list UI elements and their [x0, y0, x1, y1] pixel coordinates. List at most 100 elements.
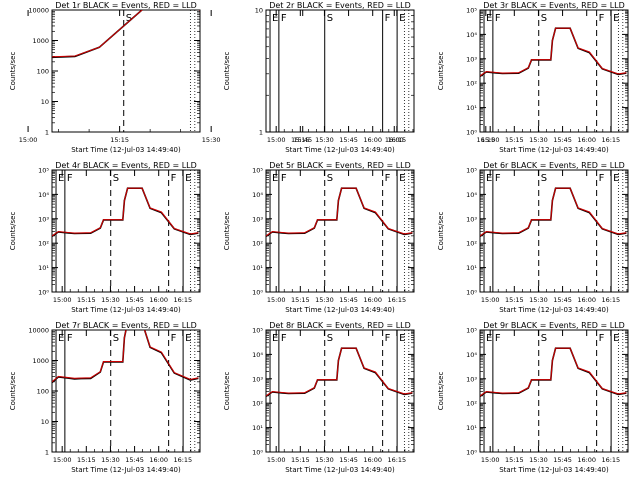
y-axis-label: Counts/sec: [437, 372, 445, 411]
marker-label: S: [327, 173, 333, 184]
plot-frame: [479, 9, 629, 133]
y-tick-label: 10⁴: [466, 31, 477, 39]
y-tick-label: 10⁰: [252, 449, 263, 457]
y-axis-label: Counts/sec: [437, 212, 445, 251]
marker-label: E: [272, 333, 278, 344]
y-tick-label: 1000: [32, 37, 49, 45]
x-tick-label: 15:30: [529, 296, 548, 304]
y-tick-label: 10⁴: [38, 191, 49, 199]
series-lld: [52, 10, 200, 58]
marker-label: F: [281, 333, 287, 344]
y-tick-label: 10⁵: [38, 167, 49, 175]
x-axis-label: Start Time (12-Jul-03 14:49:40): [71, 466, 181, 474]
x-tick-label: 16:15: [173, 456, 192, 464]
y-tick-label: 10¹: [38, 264, 49, 272]
marker-label: F: [217, 13, 223, 24]
x-tick-label: 15:45: [339, 136, 358, 144]
y-tick-label: 100: [37, 388, 49, 396]
x-tick-label: 15:00: [481, 296, 500, 304]
y-tick-label: 10³: [466, 375, 477, 383]
y-axis-label: Counts/sec: [9, 372, 17, 411]
x-tick-label: 16:00: [363, 136, 382, 144]
y-tick-label: 100: [37, 68, 49, 76]
chart-title: Det 8r BLACK = Events, RED = LLD: [269, 321, 411, 330]
x-tick-label: 16:15: [601, 296, 620, 304]
x-tick-label: 16:15: [387, 456, 406, 464]
marker-label: E: [58, 333, 64, 344]
x-tick-label: 15:15: [291, 136, 310, 144]
x-tick-label: 16:15: [601, 456, 620, 464]
x-tick-label: 16:00: [149, 296, 168, 304]
x-tick-label: 15:00: [481, 456, 500, 464]
plot-frame: [479, 329, 629, 453]
x-axis-label: Start Time (12-Jul-03 14:49:40): [499, 466, 609, 474]
chart-title: Det 1r BLACK = Events, RED = LLD: [55, 1, 197, 10]
x-tick-label: 16:00: [577, 136, 596, 144]
panel-7: Det 7r BLACK = Events, RED = LLD Counts/s…: [9, 321, 201, 474]
y-tick-label: 10¹: [252, 424, 263, 432]
series-lld: [52, 187, 199, 237]
x-tick-label: 16:00: [363, 456, 382, 464]
x-tick-label: 15:00: [19, 136, 38, 144]
y-tick-label: 10¹: [466, 264, 477, 272]
y-axis-label: Counts/sec: [9, 212, 17, 251]
x-axis-label: Start Time (12-Jul-03 14:49:40): [499, 146, 609, 154]
x-tick-label: 15:30: [315, 456, 334, 464]
y-tick-label: 10⁵: [466, 167, 477, 175]
x-tick-label: 15:00: [267, 296, 286, 304]
x-axis-label: Start Time (12-Jul-03 14:49:40): [71, 306, 181, 314]
marker-label: F: [495, 173, 501, 184]
x-tick-label: 15:30: [101, 456, 120, 464]
marker-label: F: [171, 173, 177, 184]
marker-label: E: [613, 333, 619, 344]
y-axis-label: Counts/sec: [223, 212, 231, 251]
panel-4: Det 4r BLACK = Events, RED = LLD Counts/s…: [9, 161, 201, 314]
panel-8: Det 8r BLACK = Events, RED = LLD Counts/s…: [223, 321, 415, 474]
x-axis-label: Start Time (12-Jul-03 14:49:40): [285, 146, 395, 154]
marker-label: E: [486, 173, 492, 184]
y-tick-label: 10³: [252, 375, 263, 383]
x-tick-label: 15:00: [267, 136, 286, 144]
panel-1: Det 1r BLACK = Events, RED = LLD Counts/s…: [9, 1, 495, 154]
chart-title: Det 7r BLACK = Events, RED = LLD: [55, 321, 197, 330]
series-lld: [480, 27, 627, 77]
marker-label: E: [185, 173, 191, 184]
x-tick-label: 15:45: [339, 296, 358, 304]
panel-6: Det 6r BLACK = Events, RED = LLD Counts/s…: [437, 161, 629, 314]
x-tick-label: 15:30: [101, 296, 120, 304]
x-tick-label: 15:00: [267, 456, 286, 464]
x-tick-label: 15:15: [77, 296, 96, 304]
y-tick-label: 10⁰: [466, 129, 477, 137]
x-tick-label: 15:30: [529, 136, 548, 144]
y-tick-label: 10³: [466, 55, 477, 63]
plot-frame: [265, 9, 415, 133]
x-tick-label: 15:30: [529, 456, 548, 464]
x-tick-label: 15:15: [505, 456, 524, 464]
marker-label: E: [399, 13, 405, 24]
y-tick-label: 10⁰: [466, 449, 477, 457]
y-tick-label: 10²: [38, 240, 49, 248]
marker-label: E: [272, 173, 278, 184]
x-tick-label: 16:00: [363, 296, 382, 304]
marker-label: F: [67, 173, 73, 184]
y-tick-label: 10²: [252, 400, 263, 408]
y-tick-label: 10¹: [252, 264, 263, 272]
y-tick-label: 1000: [32, 357, 49, 365]
y-tick-label: 10¹: [466, 424, 477, 432]
y-tick-label: 10³: [466, 215, 477, 223]
x-tick-label: 15:00: [53, 296, 72, 304]
x-tick-label: 15:45: [553, 136, 572, 144]
panel-9: Det 9r BLACK = Events, RED = LLD Counts/s…: [437, 321, 629, 474]
y-tick-label: 10⁴: [252, 191, 263, 199]
x-axis-label: Start Time (12-Jul-03 14:49:40): [499, 306, 609, 314]
marker-label: E: [272, 13, 278, 24]
y-tick-label: 10²: [466, 400, 477, 408]
marker-label: F: [385, 333, 391, 344]
series-events: [52, 10, 200, 59]
x-tick-label: 16:15: [601, 136, 620, 144]
marker-label: E: [58, 173, 64, 184]
x-tick-label: 15:15: [291, 456, 310, 464]
